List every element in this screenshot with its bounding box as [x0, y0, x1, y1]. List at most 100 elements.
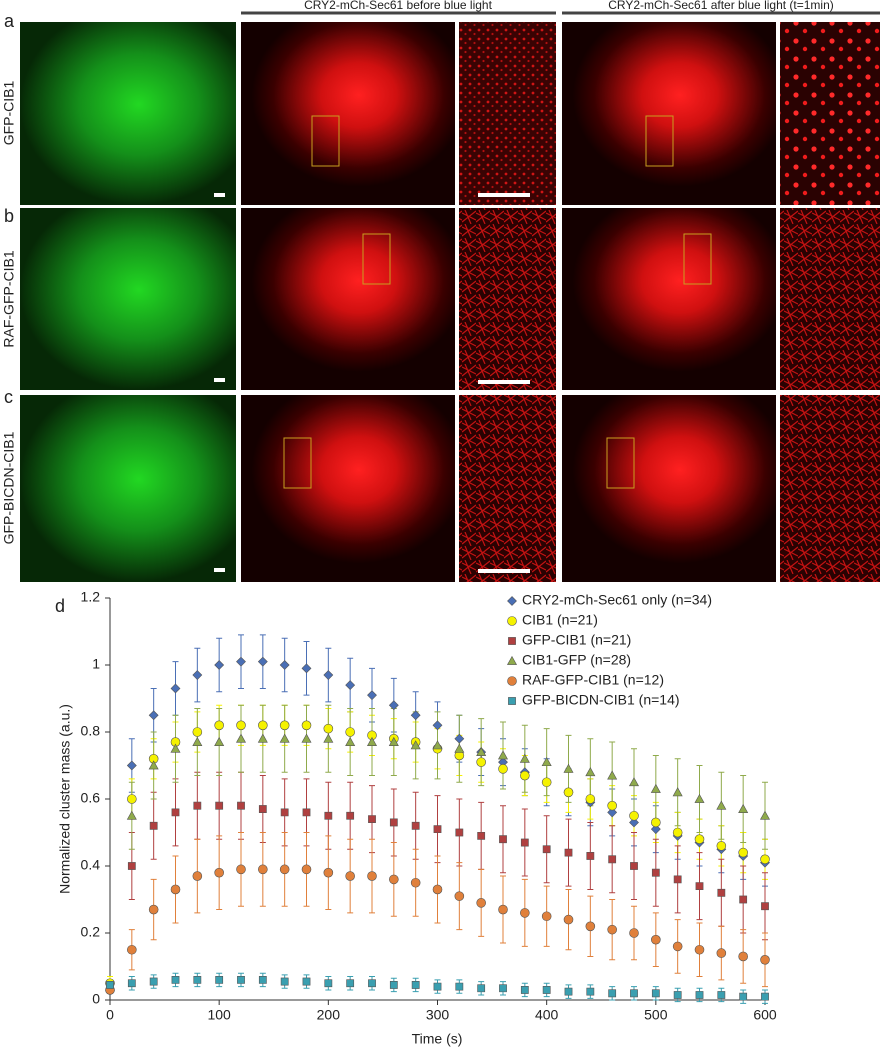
legend-label: GFP-BICDN-CIB1 (n=14): [522, 692, 680, 708]
data-point: [454, 891, 465, 901]
data-point: [738, 803, 749, 813]
data-point: [323, 867, 334, 878]
data-point: [302, 808, 311, 817]
panel-label: d: [55, 596, 65, 616]
data-point: [608, 989, 617, 998]
data-point: [106, 981, 114, 989]
y-tick-label: 0.6: [81, 790, 101, 806]
x-tick-label: 300: [426, 1007, 450, 1023]
data-point: [717, 991, 726, 999]
data-point: [323, 733, 334, 743]
data-point: [192, 670, 203, 680]
data-point: [388, 736, 399, 746]
data-point: [235, 733, 247, 743]
row-label: GFP-CIB1: [1, 81, 17, 146]
micrographs: [20, 11, 880, 582]
data-point: [432, 740, 443, 750]
data-point: [279, 733, 290, 743]
data-point: [388, 700, 399, 711]
data-point: [258, 864, 268, 875]
data-point: [192, 727, 203, 737]
data-point: [149, 821, 158, 830]
data-point: [236, 656, 246, 667]
data-point: [280, 977, 289, 986]
data-point: [345, 727, 355, 737]
data-point: [563, 914, 574, 925]
data-point: [695, 991, 704, 999]
data-point: [541, 911, 552, 922]
data-point: [476, 898, 486, 908]
data-point: [367, 871, 377, 881]
data-point: [672, 827, 683, 838]
y-tick-label: 1: [92, 656, 100, 672]
data-point: [127, 862, 136, 870]
data-point: [367, 690, 377, 701]
data-point: [716, 948, 727, 958]
data-point: [214, 867, 224, 878]
data-point: [410, 877, 421, 888]
data-point: [127, 944, 137, 955]
data-point: [432, 884, 443, 895]
data-point: [564, 848, 573, 857]
data-point: [367, 730, 377, 741]
data-point: [148, 760, 159, 770]
data-point: [694, 944, 705, 955]
data-point: [148, 904, 159, 915]
data-point: [717, 888, 726, 897]
data-point: [170, 884, 181, 895]
data-point: [389, 981, 398, 989]
data-point: [126, 760, 137, 771]
data-point: [410, 710, 421, 721]
data-point: [346, 979, 355, 988]
data-point: [585, 767, 596, 777]
data-point: [258, 805, 267, 813]
data-point: [564, 987, 573, 996]
data-point: [672, 787, 683, 797]
legend-label: RAF-GFP-CIB1 (n=12): [522, 672, 664, 688]
data-point: [738, 951, 748, 962]
y-tick-label: 0.2: [81, 924, 101, 940]
data-point: [214, 660, 225, 670]
data-point: [149, 977, 158, 986]
data-point: [650, 824, 661, 835]
data-point: [127, 979, 136, 988]
data-point: [170, 743, 181, 753]
x-tick-label: 400: [535, 1007, 559, 1023]
data-point: [170, 737, 181, 747]
data-point: [193, 801, 202, 810]
data-point: [607, 807, 618, 818]
data-point: [345, 871, 355, 881]
data-point: [761, 902, 769, 911]
data-point: [170, 683, 181, 694]
data-point: [541, 757, 552, 767]
data-point: [672, 941, 683, 952]
data-point: [237, 976, 245, 984]
data-point: [520, 770, 530, 781]
data-point: [193, 976, 202, 984]
data-point: [629, 817, 639, 828]
data-point: [279, 864, 290, 875]
data-point: [607, 770, 618, 780]
data-point: [739, 895, 748, 904]
data-point: [497, 750, 509, 760]
legend-marker: [507, 596, 517, 606]
data-point: [148, 754, 159, 764]
legend-label: CIB1-GFP (n=28): [522, 652, 631, 668]
x-tick-label: 200: [317, 1007, 341, 1023]
data-point: [301, 864, 312, 875]
data-point: [279, 660, 290, 670]
data-point: [454, 743, 465, 753]
data-point: [607, 924, 617, 935]
data-point: [651, 868, 660, 877]
data-point: [257, 656, 268, 667]
data-point: [215, 801, 224, 810]
data-point: [368, 815, 376, 823]
data-point: [586, 852, 595, 860]
data-point: [629, 810, 639, 821]
data-point: [214, 736, 225, 746]
data-point: [739, 992, 748, 1001]
data-point: [650, 783, 661, 793]
legend-label: CRY2-mCh-Sec61 only (n=34): [522, 592, 712, 608]
data-point: [520, 986, 529, 994]
data-point: [411, 981, 420, 989]
